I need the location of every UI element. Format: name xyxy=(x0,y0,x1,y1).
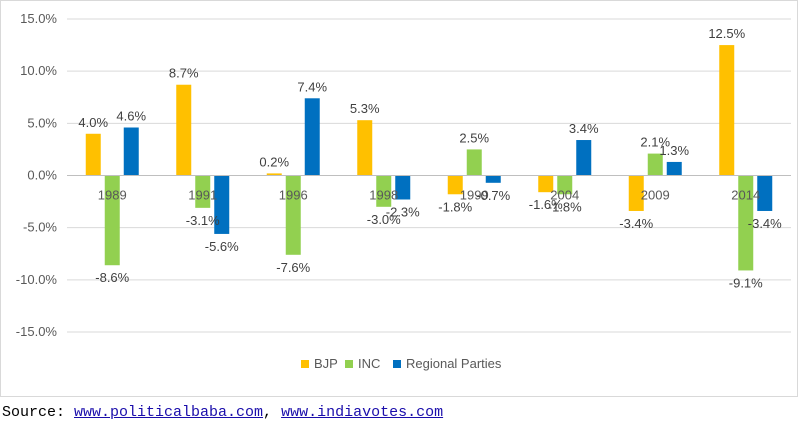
bar-regional-parties xyxy=(123,127,139,176)
source-link-politicalbaba[interactable]: www.politicalbaba.com xyxy=(74,404,264,421)
bar-regional-parties xyxy=(214,175,230,234)
data-label: 1.3% xyxy=(659,143,689,158)
data-label: 4.6% xyxy=(116,109,146,124)
data-label: -0.7% xyxy=(476,188,510,203)
data-label: 2.1% xyxy=(640,135,670,150)
bar-bjp xyxy=(719,45,735,176)
bar-chart: 15.0% 10.0% 5.0% 0.0% -5.0% -10.0% -15.0% 1989 1… xyxy=(16,11,791,371)
x-category-label: 1991 xyxy=(188,188,217,203)
bar-inc xyxy=(195,175,211,208)
x-category-label: 2009 xyxy=(641,188,670,203)
data-label: 0.2% xyxy=(259,154,289,169)
y-tick-label: -10.0% xyxy=(16,272,58,287)
bar-regional-parties xyxy=(757,175,773,211)
bar-regional-parties xyxy=(666,161,682,176)
data-label: 7.4% xyxy=(297,79,327,94)
bar-bjp xyxy=(628,175,644,211)
x-category-label: 2004 xyxy=(550,188,579,203)
bar-inc xyxy=(104,175,120,266)
bar-inc xyxy=(738,175,754,271)
x-category-label: 1996 xyxy=(279,188,308,203)
data-label: -1.6% xyxy=(529,197,563,212)
data-label: -7.6% xyxy=(276,260,310,275)
legend-label: Regional Parties xyxy=(406,356,502,371)
data-label: -3.0% xyxy=(367,212,401,227)
bar-bjp xyxy=(538,175,554,193)
bar-bjp xyxy=(85,133,101,176)
data-label: -3.1% xyxy=(186,213,220,228)
data-label: -3.4% xyxy=(619,216,653,231)
data-label: -8.6% xyxy=(95,270,129,285)
source-prefix: Source: xyxy=(2,404,75,421)
bar-inc xyxy=(285,175,301,255)
data-label: -3.4% xyxy=(748,216,782,231)
source-link-indiavotes[interactable]: www.indiavotes.com xyxy=(281,404,444,421)
bar-inc xyxy=(466,149,482,176)
legend-swatch xyxy=(301,360,309,368)
x-category-label: 1998 xyxy=(369,188,398,203)
x-category-label: 1989 xyxy=(98,188,127,203)
data-label: -5.6% xyxy=(205,239,239,254)
y-tick-label: 0.0% xyxy=(27,168,57,183)
bar-regional-parties xyxy=(304,98,320,176)
y-tick-label: -5.0% xyxy=(23,220,57,235)
y-tick-label: 5.0% xyxy=(27,115,57,130)
data-label: 4.0% xyxy=(78,115,108,130)
data-label: -1.8% xyxy=(438,199,472,214)
source-line: Source: www.politicalbaba.com, www.india… xyxy=(2,404,443,421)
bar-bjp xyxy=(176,84,192,176)
source-separator: , xyxy=(263,404,282,421)
y-tick-label: 15.0% xyxy=(20,11,57,26)
bar-inc xyxy=(647,153,663,176)
y-tick-label: 10.0% xyxy=(20,63,57,78)
data-label: 2.5% xyxy=(459,130,489,145)
bar-bjp xyxy=(266,173,282,176)
y-tick-label: -15.0% xyxy=(16,324,58,339)
x-category-label: 2014 xyxy=(731,188,760,203)
data-label: 3.4% xyxy=(569,121,599,136)
bar-bjp xyxy=(357,120,373,176)
legend-swatch xyxy=(393,360,401,368)
data-label: 5.3% xyxy=(350,101,380,116)
legend-label: INC xyxy=(358,356,380,371)
data-label: -2.3% xyxy=(386,204,420,219)
bar-bjp xyxy=(447,175,463,195)
x-category-label: 1999 xyxy=(460,188,489,203)
data-label: -9.1% xyxy=(729,275,763,290)
chart-frame: 15.0% 10.0% 5.0% 0.0% -5.0% -10.0% -15.0% 1989 1… xyxy=(0,0,798,397)
bar-regional-parties xyxy=(576,140,592,176)
bar-regional-parties xyxy=(395,175,411,200)
data-label: 8.7% xyxy=(169,66,199,81)
data-label: 12.5% xyxy=(708,26,745,41)
bar-inc xyxy=(376,175,392,207)
legend-label: BJP xyxy=(314,356,338,371)
bar-inc xyxy=(557,175,573,195)
data-label: -1.8% xyxy=(548,199,582,214)
bar-regional-parties xyxy=(485,175,501,183)
legend-swatch xyxy=(345,360,353,368)
